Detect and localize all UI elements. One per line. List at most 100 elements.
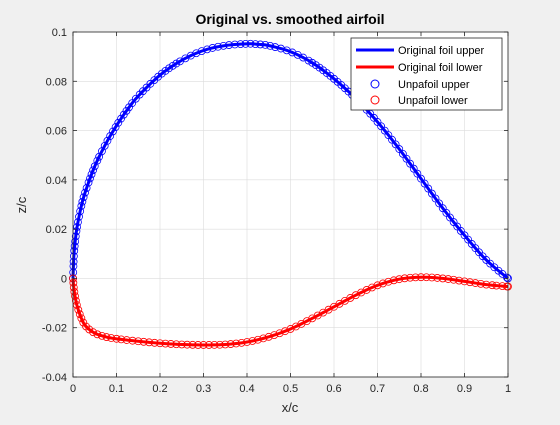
series-marker-3: [72, 296, 80, 305]
series-marker-3: [139, 337, 148, 346]
series-marker-2: [409, 164, 418, 173]
series-marker-2: [76, 207, 85, 216]
series-marker-2: [241, 39, 250, 48]
series-marker-3: [455, 276, 463, 285]
series-marker-3: [368, 283, 376, 292]
series-marker-3: [389, 276, 398, 285]
y-axis-label: z/c: [14, 196, 29, 213]
series-marker-3: [362, 286, 371, 294]
series-marker-2: [93, 156, 102, 165]
legend-label-unpafoil-lower: Unpafoil lower: [398, 95, 468, 107]
series-marker-2: [81, 188, 89, 197]
series-marker-3: [166, 340, 175, 348]
series-marker-3: [194, 341, 202, 349]
legend-label-unpafoil-upper: Unpafoil upper: [398, 79, 470, 91]
series-marker-3: [243, 338, 251, 346]
series-marker-3: [417, 273, 425, 282]
series-marker-3: [292, 322, 300, 331]
legend-swatch-unpafoil-lower: [370, 95, 380, 105]
series-marker-2: [103, 136, 112, 145]
series-marker-3: [379, 279, 387, 288]
series-marker-2: [84, 178, 93, 187]
series-marker-3: [411, 273, 420, 282]
series-marker-3: [75, 310, 84, 319]
series-marker-3: [492, 281, 501, 290]
series-marker-2: [106, 132, 115, 140]
series-marker-2: [420, 179, 429, 188]
series-marker-2: [208, 44, 217, 52]
series-marker-2: [271, 43, 280, 51]
legend-label-original-upper: Original foil upper: [398, 45, 485, 57]
series-marker-2: [77, 202, 86, 210]
series-marker-2: [236, 40, 245, 49]
series-marker-3: [150, 338, 159, 347]
series-marker-2: [424, 184, 433, 193]
series-marker-3: [357, 288, 366, 297]
series-marker-3: [449, 275, 458, 284]
series-marker-3: [433, 274, 442, 282]
series-marker-2: [87, 170, 96, 179]
series-marker-3: [74, 305, 83, 314]
series-marker-3: [161, 339, 170, 348]
series-marker-3: [77, 314, 86, 323]
series-marker-3: [384, 277, 393, 286]
series-marker-2: [82, 184, 91, 192]
x-tick-label: 1: [505, 383, 511, 395]
y-tick-label: 0.06: [46, 126, 67, 138]
x-tick-label: 0.3: [196, 383, 211, 395]
series-marker-3: [482, 280, 491, 289]
series-marker-3: [438, 274, 447, 283]
series-marker-3: [188, 340, 197, 349]
series-marker-2: [70, 246, 79, 255]
series-marker-2: [288, 48, 297, 57]
series-marker-3: [237, 338, 246, 347]
series-marker-2: [197, 47, 206, 56]
series-marker-2: [276, 44, 285, 53]
series-marker-2: [108, 127, 117, 136]
y-tick-label: -0.04: [42, 372, 67, 384]
series-marker-3: [427, 273, 436, 282]
y-tick-label: 0: [61, 273, 67, 285]
series-marker-2: [225, 41, 233, 49]
series-marker-2: [417, 174, 425, 183]
series-marker-3: [70, 287, 79, 296]
series-marker-3: [85, 325, 94, 334]
series-marker-2: [71, 232, 80, 241]
x-tick-label: 0.9: [457, 383, 472, 395]
series-marker-2: [79, 193, 88, 202]
series-marker-3: [259, 334, 268, 343]
series-marker-3: [221, 340, 230, 349]
legend-swatch-unpafoil-upper: [370, 79, 380, 89]
x-tick-label: 0.1: [109, 383, 124, 395]
series-marker-3: [400, 274, 409, 283]
series-marker-3: [248, 337, 257, 345]
series-marker-3: [89, 328, 98, 337]
series-marker-3: [466, 278, 474, 287]
axis-ticks: [72, 31, 509, 378]
series-marker-3: [488, 281, 497, 290]
series-marker-3: [102, 333, 111, 341]
series-marker-2: [69, 262, 78, 270]
series-marker-2: [261, 40, 270, 49]
legend: Original foil upper Original foil lower …: [350, 37, 503, 111]
series-marker-3: [460, 277, 469, 286]
series-marker-3: [205, 341, 213, 349]
series-marker-3: [210, 340, 219, 349]
series-marker-2: [70, 242, 79, 251]
series-marker-3: [498, 282, 507, 291]
y-tick-label: 0.04: [46, 175, 67, 187]
series-marker-3: [215, 340, 224, 349]
series-marker-2: [69, 252, 78, 261]
series-marker-2: [73, 223, 81, 231]
series-marker-3: [199, 341, 208, 349]
x-axis-label: x/c: [282, 400, 299, 415]
series-marker-3: [183, 340, 192, 349]
series-marker-2: [69, 257, 78, 266]
x-tick-label: 0.8: [413, 383, 428, 395]
series-marker-3: [471, 279, 480, 287]
series-marker-2: [203, 45, 212, 54]
series-marker-2: [117, 114, 125, 123]
series-marker-2: [111, 123, 120, 131]
series-marker-2: [266, 41, 275, 50]
